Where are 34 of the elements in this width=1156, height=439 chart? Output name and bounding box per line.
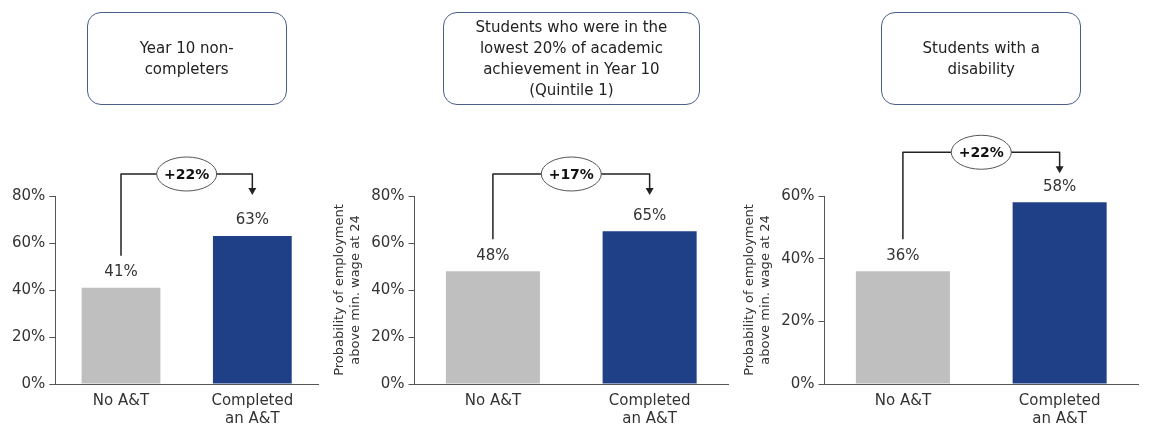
- y-tick-label: 20%: [371, 326, 405, 345]
- y-tick-label: 80%: [371, 185, 405, 204]
- data-label: 36%: [886, 245, 920, 264]
- y-tick-label: 0%: [790, 373, 815, 392]
- y-tick-label: 60%: [371, 232, 405, 251]
- y-tick-label: 20%: [12, 326, 46, 345]
- text: +22%: [958, 143, 1004, 160]
- chart-title: Students with a disability: [881, 12, 1082, 105]
- x-tick-label: Completed an A&T: [608, 390, 691, 427]
- y-tick-label: 0%: [21, 373, 46, 392]
- y-tick-label: 60%: [781, 185, 815, 204]
- data-label: 65%: [632, 205, 667, 224]
- text: +22%: [164, 165, 210, 182]
- data-label: 63%: [235, 210, 270, 229]
- y-tick-label: 40%: [781, 248, 815, 267]
- chart-title: Year 10 non-completers: [86, 12, 287, 105]
- y-tick-label: 80%: [12, 185, 46, 204]
- chart-title: Students who were in the lowest 20% of academic achievement in Year 10 (Quintile 1): [442, 12, 701, 105]
- data-label: 41%: [104, 262, 138, 281]
- y-axis-title: Probability of employment above min. wage at 24: [741, 204, 772, 376]
- y-tick-label: 40%: [12, 279, 46, 298]
- y-axis-title: Probability of employment above min. wage at 24: [331, 204, 362, 376]
- x-tick-label: No A&T: [464, 390, 522, 409]
- x-tick-label: Completed an A&T: [211, 390, 294, 427]
- x-tick-label: Completed an A&T: [1018, 390, 1101, 427]
- y-tick-label: 0%: [380, 373, 405, 392]
- data-label: 48%: [476, 245, 510, 264]
- text: +17%: [548, 165, 594, 182]
- x-tick-label: No A&T: [874, 390, 932, 409]
- data-label: 58%: [1042, 176, 1077, 195]
- y-tick-label: 20%: [781, 311, 815, 330]
- y-tick-label: 60%: [12, 232, 46, 251]
- y-tick-label: 40%: [371, 279, 405, 298]
- x-tick-label: No A&T: [92, 390, 150, 409]
